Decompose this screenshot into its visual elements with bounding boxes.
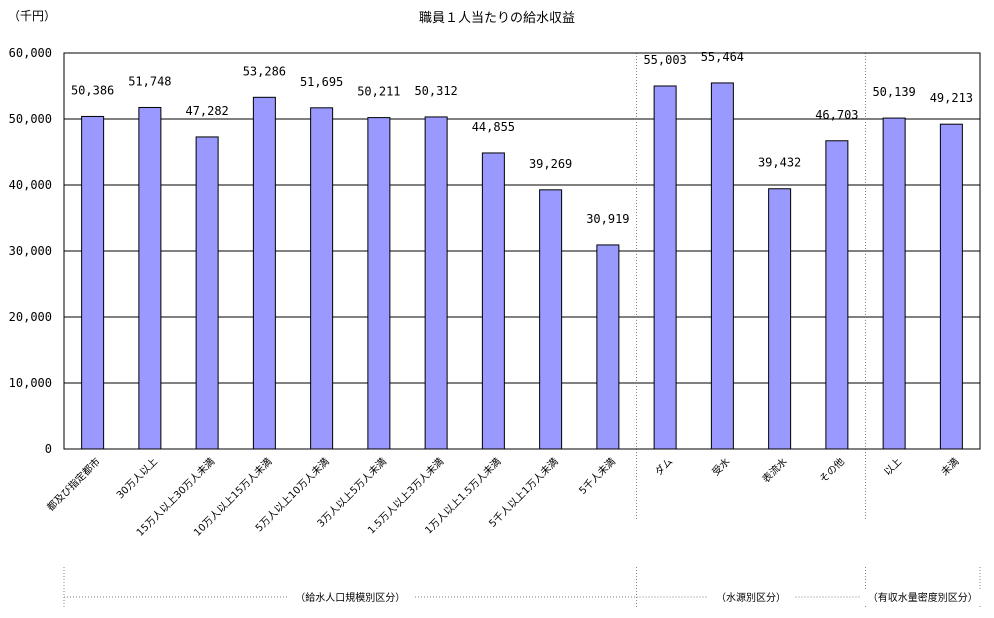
unit-label: （千円） <box>8 9 56 23</box>
value-label: 49,213 <box>930 91 973 105</box>
bar <box>81 115 105 450</box>
bar <box>367 117 391 450</box>
value-label: 44,855 <box>472 120 515 134</box>
value-label: 50,139 <box>872 85 915 99</box>
bar <box>310 107 334 450</box>
category-label: 未満 <box>939 456 962 479</box>
bar <box>424 116 448 450</box>
value-label: 53,286 <box>243 64 286 78</box>
value-label: 47,282 <box>185 104 228 118</box>
bars <box>81 82 963 450</box>
category-label: 受水 <box>710 456 733 479</box>
bar <box>138 106 162 450</box>
value-labels: 50,386 51,748 47,282 53,286 51,695 50,211 50,3… <box>71 50 973 226</box>
category-label: 表流水 <box>759 455 789 485</box>
value-label: 55,003 <box>643 53 686 67</box>
bar <box>882 117 906 450</box>
y-tick-label: 30,000 <box>9 244 52 258</box>
y-tick-label: 20,000 <box>9 310 52 324</box>
bar <box>539 189 563 450</box>
group-label: （水源別区分） <box>716 591 786 604</box>
value-label: 46,703 <box>815 108 858 122</box>
chart-title: 職員１人当たりの給水収益 <box>419 11 575 26</box>
group-label: （給水人口規模別区分） <box>295 591 405 604</box>
y-tick-label: 40,000 <box>9 178 52 192</box>
value-label: 51,695 <box>300 75 343 89</box>
bar <box>710 82 734 450</box>
y-tick-label: 10,000 <box>9 376 52 390</box>
group-separators: （給水人口規模別区分） （水源別区分） （有収水量密度別区分） <box>63 53 986 609</box>
category-label: 以上 <box>882 456 905 479</box>
category-label: ダム <box>652 455 675 478</box>
bar <box>939 123 963 450</box>
y-tick-label: 0 <box>45 442 52 456</box>
bar <box>481 152 505 450</box>
value-label: 30,919 <box>586 212 629 226</box>
y-tick-label: 50,000 <box>9 112 52 126</box>
bar <box>825 140 849 450</box>
value-label: 50,312 <box>414 84 457 98</box>
group-label: （有収水量密度別区分） <box>868 591 978 604</box>
y-tick-label: 60,000 <box>9 46 52 60</box>
group-label-backing <box>708 589 794 605</box>
bar <box>252 96 276 450</box>
bar <box>596 244 620 450</box>
category-label: 30万人以上 <box>114 456 160 502</box>
value-label: 39,432 <box>758 156 801 170</box>
plot-frame <box>63 52 981 450</box>
y-axis-ticks: 0 10,000 20,000 30,000 40,000 50,000 60,000 <box>9 46 52 456</box>
value-label: 55,464 <box>701 50 744 64</box>
category-label: 都及び指定都市 <box>44 455 103 514</box>
bar <box>653 85 677 450</box>
group-label-backing <box>859 589 986 605</box>
bar <box>195 136 219 450</box>
group-label-backing <box>287 589 414 605</box>
category-label: その他 <box>817 455 847 485</box>
category-label: 5千人未満 <box>577 456 618 497</box>
category-labels: 都及び指定都市 30万人以上15万人以上30万人未満10万人以上15万人未満5万人… <box>44 455 961 539</box>
value-label: 51,748 <box>128 74 171 88</box>
value-label: 39,269 <box>529 157 572 171</box>
value-label: 50,211 <box>357 85 400 99</box>
bar <box>768 188 792 450</box>
value-label: 50,386 <box>71 83 114 97</box>
